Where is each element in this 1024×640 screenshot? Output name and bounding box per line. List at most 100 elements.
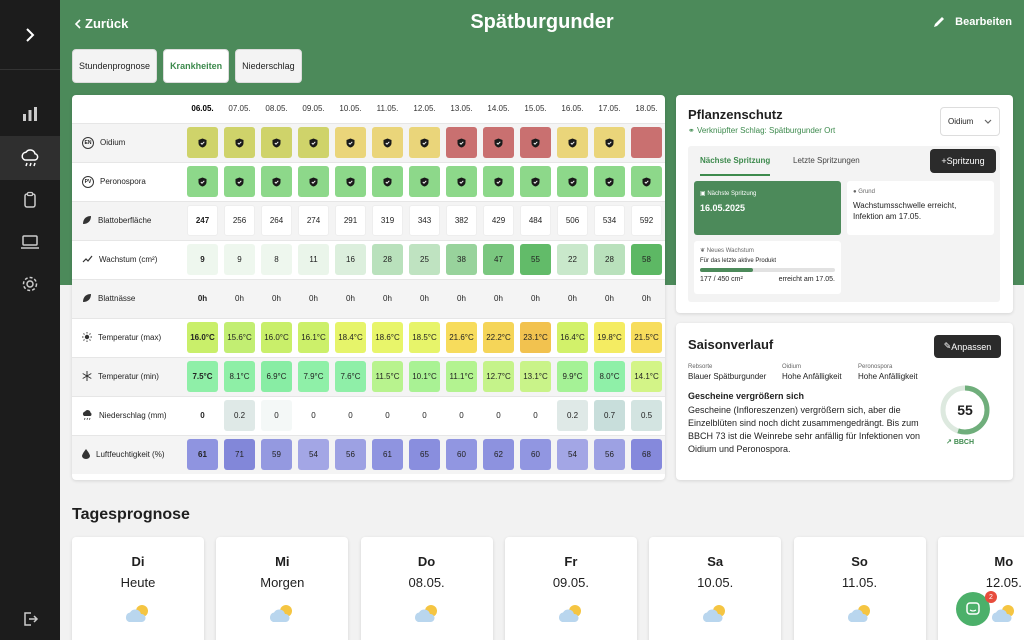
value-chip[interactable] [372,166,403,197]
add-spritzung-button[interactable]: + Spritzung [930,149,996,173]
value-chip[interactable] [224,166,255,197]
value-chip[interactable]: 11.5°C [372,361,403,392]
value-chip[interactable]: 256 [224,205,255,236]
value-chip[interactable]: 62 [483,439,514,471]
value-chip[interactable]: 22.2°C [483,322,514,353]
value-chip[interactable]: 0h [224,283,255,314]
value-chip[interactable]: 0h [557,283,588,314]
value-chip[interactable]: 25 [409,244,440,275]
value-chip[interactable]: 0 [520,400,551,431]
value-chip[interactable]: 6.9°C [261,361,292,392]
value-chip[interactable]: 592 [631,205,662,236]
value-chip[interactable]: 506 [557,205,588,236]
value-chip[interactable]: 0 [187,400,218,431]
value-chip[interactable]: 28 [372,244,403,275]
day-card[interactable]: Mo 12.05. [937,537,1024,640]
value-chip[interactable]: 18.6°C [372,322,403,353]
value-chip[interactable]: 0h [483,283,514,314]
value-chip[interactable]: 14.1°C [631,361,662,392]
chat-button[interactable] [956,592,990,626]
value-chip[interactable]: 247 [187,205,218,236]
day-card[interactable]: Sa 10.05. [649,537,782,640]
day-card[interactable]: Fr 09.05. [504,537,637,640]
value-chip[interactable]: 18.5°C [409,322,440,353]
value-chip[interactable]: 8.0°C [594,361,625,392]
day-card[interactable]: Di Heute [72,537,204,640]
tab-naechste-spritzung[interactable]: Nächste Spritzung [700,156,771,176]
value-chip[interactable] [631,127,662,158]
value-chip[interactable]: 47 [483,244,514,275]
value-chip[interactable]: 343 [409,205,440,236]
disease-select[interactable]: Oidium [940,107,1000,136]
value-chip[interactable] [409,166,440,197]
value-chip[interactable]: 58 [631,244,662,275]
value-chip[interactable] [446,166,477,197]
value-chip[interactable] [483,127,514,158]
value-chip[interactable]: 12.7°C [483,361,514,392]
value-chip[interactable]: 68 [631,439,662,471]
value-chip[interactable]: 8 [261,244,292,275]
value-chip[interactable] [594,166,625,197]
edit-button[interactable]: Bearbeiten [933,16,1012,28]
value-chip[interactable]: 0.2 [224,400,255,431]
value-chip[interactable] [261,127,292,158]
value-chip[interactable]: 9 [224,244,255,275]
value-chip[interactable]: 0h [298,283,329,314]
sidebar-item-weather[interactable] [0,136,60,180]
value-chip[interactable] [335,127,366,158]
value-chip[interactable] [187,127,218,158]
value-chip[interactable] [594,127,625,158]
value-chip[interactable]: 61 [372,439,403,471]
value-chip[interactable]: 59 [261,439,292,471]
logout-button[interactable] [0,597,60,640]
value-chip[interactable] [298,166,329,197]
value-chip[interactable]: 0 [372,400,403,431]
value-chip[interactable] [187,166,218,197]
value-chip[interactable]: 0 [298,400,329,431]
value-chip[interactable] [520,127,551,158]
value-chip[interactable] [557,127,588,158]
value-chip[interactable]: 0h [187,283,218,314]
value-chip[interactable]: 56 [594,439,625,471]
value-chip[interactable] [631,166,662,197]
value-chip[interactable]: 10.1°C [409,361,440,392]
value-chip[interactable]: 0h [335,283,366,314]
value-chip[interactable]: 56 [335,439,366,471]
tab-letzte-spritzungen[interactable]: Letzte Spritzungen [793,156,860,165]
value-chip[interactable]: 0 [409,400,440,431]
value-chip[interactable]: 21.6°C [446,322,477,353]
value-chip[interactable]: 13.1°C [520,361,551,392]
value-chip[interactable]: 16.0°C [261,322,292,353]
value-chip[interactable]: 18.4°C [335,322,366,353]
value-chip[interactable]: 0 [446,400,477,431]
value-chip[interactable]: 0 [483,400,514,431]
value-chip[interactable]: 15.6°C [224,322,255,353]
value-chip[interactable]: 11 [298,244,329,275]
sidebar-item-settings[interactable] [0,262,60,306]
value-chip[interactable]: 9 [187,244,218,275]
value-chip[interactable]: 54 [298,439,329,471]
value-chip[interactable]: 55 [520,244,551,275]
value-chip[interactable]: 0 [335,400,366,431]
sidebar-item-clipboard[interactable] [0,178,60,222]
value-chip[interactable] [409,127,440,158]
value-chip[interactable] [261,166,292,197]
value-chip[interactable] [298,127,329,158]
value-chip[interactable]: 0 [261,400,292,431]
value-chip[interactable]: 0.7 [594,400,625,431]
value-chip[interactable]: 16 [335,244,366,275]
day-card[interactable]: Do 08.05. [360,537,493,640]
value-chip[interactable]: 7.6°C [335,361,366,392]
value-chip[interactable]: 319 [372,205,403,236]
value-chip[interactable]: 264 [261,205,292,236]
value-chip[interactable]: 0h [446,283,477,314]
sidebar-item-devices[interactable] [0,220,60,264]
value-chip[interactable]: 0h [372,283,403,314]
tab-stundenprognose[interactable]: Stundenprognose [72,49,158,83]
value-chip[interactable]: 60 [520,439,551,471]
value-chip[interactable]: 71 [224,439,255,471]
value-chip[interactable] [224,127,255,158]
value-chip[interactable]: 9.9°C [557,361,588,392]
value-chip[interactable]: 21.5°C [631,322,662,353]
back-button[interactable]: Zurück [74,16,128,31]
